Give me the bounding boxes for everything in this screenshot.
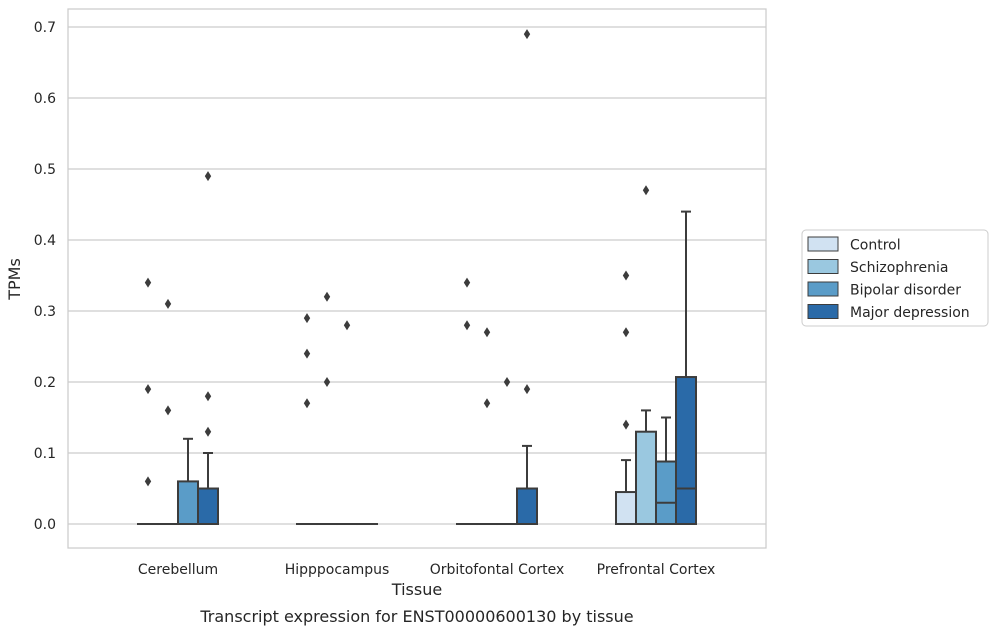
- box-group: [496, 377, 518, 526]
- box: [197, 487, 219, 525]
- legend-label: Schizophrenia: [850, 260, 948, 276]
- y-tick-label: 0.3: [34, 304, 56, 320]
- x-tick-label: Cerebellum: [138, 562, 218, 578]
- outlier-point: [642, 185, 650, 196]
- y-tick-label: 0.6: [34, 91, 56, 107]
- outlier-point: [144, 277, 152, 288]
- legend-label: Control: [850, 238, 901, 254]
- box-group: [137, 277, 159, 526]
- x-tick-labels: Cerebellum Hipppocampus Orbitofontal Corte…: [138, 562, 715, 578]
- legend-swatch: [807, 281, 839, 297]
- box: [655, 460, 677, 525]
- outlier-point: [323, 377, 331, 387]
- legend: Control Schizophrenia Bipolar disorder Majo…: [801, 229, 989, 327]
- box-group: [615, 270, 637, 525]
- outlier-point: [144, 476, 152, 487]
- outlier-point: [343, 320, 351, 331]
- outlier-point: [483, 327, 491, 338]
- box: [615, 491, 637, 525]
- y-axis-label: TPMs: [5, 258, 24, 301]
- y-tick-labels: 0.0 0.1 0.2 0.3 0.4 0.5 0.6 0.7: [34, 20, 56, 533]
- gridlines: [68, 26, 766, 525]
- plot-frame: [67, 8, 767, 549]
- box-group: [675, 210, 697, 525]
- outlier-point: [164, 405, 172, 416]
- box-group: [197, 171, 219, 525]
- box-group: [157, 298, 179, 526]
- legend-swatch: [807, 304, 839, 319]
- x-axis-label: Tissue: [391, 580, 442, 599]
- outlier-point: [303, 398, 311, 409]
- outlier-point: [204, 426, 212, 437]
- legend-label: Bipolar disorder: [850, 283, 961, 299]
- outlier-point: [483, 398, 491, 409]
- legend-swatch: [807, 259, 839, 274]
- box-group: [476, 327, 498, 526]
- y-tick-label: 0.2: [34, 375, 56, 391]
- outlier-point: [303, 313, 311, 324]
- outlier-point: [523, 384, 531, 395]
- box-group: [516, 29, 538, 525]
- outlier-point: [622, 270, 630, 281]
- legend-label: Major depression: [850, 305, 970, 321]
- box-group: [635, 185, 657, 526]
- box: [675, 376, 697, 525]
- outlier-point: [523, 29, 531, 40]
- x-tick-label: Prefrontal Cortex: [597, 562, 716, 578]
- box-group: [177, 437, 199, 525]
- box: [516, 487, 538, 525]
- box-group: [655, 416, 677, 525]
- chart-caption: Transcript expression for ENST0000060013…: [199, 607, 633, 626]
- box-group: [456, 277, 478, 526]
- x-tick-label: Hipppocampus: [285, 562, 390, 578]
- outlier-point: [204, 391, 212, 402]
- outlier-point: [323, 291, 331, 302]
- outlier-point: [503, 377, 511, 387]
- box: [177, 480, 199, 525]
- outlier-point: [303, 348, 311, 359]
- box: [635, 430, 657, 526]
- legend-swatch: [807, 236, 839, 252]
- y-tick-label: 0.1: [34, 446, 56, 462]
- outlier-point: [622, 419, 630, 430]
- outlier-point: [204, 171, 212, 182]
- outlier-point: [144, 384, 152, 395]
- box-group: [336, 320, 358, 526]
- legend-frame: [801, 229, 989, 327]
- outlier-point: [164, 298, 172, 309]
- y-tick-label: 0.0: [34, 517, 56, 533]
- outlier-point: [463, 277, 471, 288]
- x-tick-label: Orbitofontal Cortex: [430, 562, 565, 578]
- box-group: [316, 291, 338, 526]
- y-tick-label: 0.4: [34, 233, 56, 249]
- outlier-point: [463, 320, 471, 331]
- plot-marks: [137, 29, 697, 526]
- box-group: [296, 313, 318, 526]
- y-tick-label: 0.5: [34, 162, 56, 178]
- y-tick-label: 0.7: [34, 20, 56, 36]
- outlier-point: [622, 327, 630, 338]
